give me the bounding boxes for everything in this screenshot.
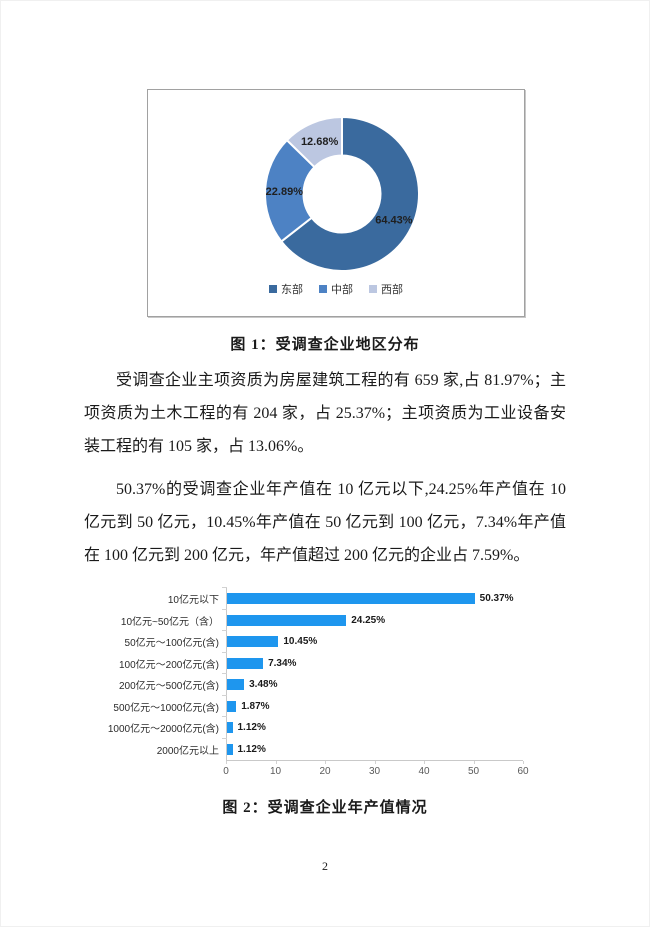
- donut-legend: 东部 中部 西部: [148, 281, 524, 297]
- donut-slice: [279, 115, 420, 272]
- legend-item: 东部: [269, 281, 303, 297]
- x-axis-tick-label: 40: [418, 766, 430, 777]
- bar-value-label: 1.12%: [237, 743, 266, 755]
- bar: [227, 722, 233, 734]
- x-axis-tick-label: 50: [467, 766, 480, 777]
- bar-value-label: 50.37%: [479, 593, 514, 605]
- x-axis-tick-label: 20: [319, 766, 331, 777]
- bar-track: 24.25%: [222, 608, 522, 631]
- x-axis: 0 10 20 30 40 50 60: [223, 760, 529, 780]
- bar-value-label: 3.48%: [249, 679, 278, 691]
- donut-slice-label: 12.68%: [301, 136, 339, 148]
- bar-row: 500亿元～1000亿元(含) 1.87%: [94, 694, 542, 717]
- bar-row: 200亿元～500亿元(含) 3.48%: [94, 673, 542, 696]
- bar: [227, 657, 264, 669]
- bar-row: 1000亿元～2000亿元(含) 1.12%: [94, 716, 542, 739]
- bar-value-label: 7.34%: [268, 657, 297, 669]
- page-content: 64.43% 22.89% 12.68% 东部 中部 西部 图 1：受调查企业地区分布 …: [1, 1, 649, 817]
- legend-item: 西部: [369, 281, 403, 297]
- legend-swatch: [269, 285, 277, 293]
- bar-track: 1.12%: [222, 737, 522, 760]
- bar-value-label: 24.25%: [351, 614, 386, 626]
- bar-category-label: 10亿元~50亿元（含）: [120, 616, 219, 628]
- bar: [227, 636, 279, 648]
- bar-row: 2000亿元以上 1.12%: [94, 737, 542, 760]
- bar-category-label: 10亿元以下: [167, 595, 219, 607]
- x-axis-tick-mark: [275, 761, 277, 764]
- legend-swatch: [369, 285, 377, 293]
- legend-label: 中部: [331, 284, 353, 296]
- bar-rows: 10亿元以下 50.37% 10亿元~50亿元（含） 24.25% 50亿元～100亿元…: [94, 587, 542, 760]
- figure1-caption: 图 1：受调查企业地区分布: [230, 337, 420, 353]
- bar-row: 10亿元以下 50.37%: [94, 587, 542, 610]
- bar-track: 3.48%: [222, 673, 522, 696]
- page-number: 2: [322, 859, 328, 873]
- bar-track: 50.37%: [222, 587, 522, 610]
- bar-row: 50亿元～100亿元(含) 10.45%: [94, 630, 542, 653]
- donut-slice: [264, 138, 316, 243]
- bar-chart: 10亿元以下 50.37% 10亿元~50亿元（含） 24.25% 50亿元～100亿元…: [94, 587, 542, 780]
- donut-slice-label: 22.89%: [266, 186, 304, 198]
- x-axis-tick-mark: [424, 761, 425, 764]
- bar-value-label: 1.87%: [241, 700, 270, 712]
- bar-category-label: 2000亿元以上: [156, 745, 219, 757]
- donut-slice-label: 64.43%: [375, 214, 413, 226]
- x-axis-tick-mark: [325, 761, 326, 764]
- bar: [227, 700, 237, 712]
- x-axis-tick-label: 30: [368, 766, 381, 777]
- x-axis-tick-mark: [523, 761, 524, 764]
- paragraph-output-value: 50.37%的受调查企业年产值在 10 亿元以下,24.25%年产值在 10 亿…: [84, 481, 566, 564]
- paragraph-qualification: 受调查企业主项资质为房屋建筑工程的有 659 家,占 81.97%；主项资质为土…: [84, 372, 566, 455]
- legend-swatch: [319, 285, 327, 293]
- bar-category-label: 100亿元～200亿元(含): [118, 659, 219, 671]
- bar: [227, 679, 245, 691]
- x-axis-tick-label: 60: [517, 766, 529, 777]
- bar-category-label: 200亿元～500亿元(含): [118, 681, 219, 693]
- figure1-frame: 64.43% 22.89% 12.68% 东部 中部 西部: [147, 89, 525, 317]
- figure2-caption: 图 2：受调查企业年产值情况: [222, 800, 428, 816]
- donut-slice: [285, 115, 343, 169]
- bar-track: 1.12%: [222, 716, 522, 739]
- bar-row: 10亿元~50亿元（含） 24.25%: [94, 608, 542, 631]
- x-axis-tick-mark: [473, 761, 475, 764]
- legend-item: 中部: [319, 281, 353, 297]
- bar-track: 1.87%: [222, 694, 522, 717]
- donut-chart: 64.43% 22.89% 12.68%: [264, 115, 420, 272]
- bar-category-label: 50亿元～100亿元(含): [124, 638, 219, 650]
- x-axis-tick-mark: [226, 761, 227, 764]
- bar-track: 10.45%: [222, 630, 522, 653]
- bar-row: 100亿元～200亿元(含) 7.34%: [94, 651, 542, 674]
- x-axis-tick-label: 10: [269, 766, 282, 777]
- bar-category-label: 500亿元～1000亿元(含): [113, 702, 219, 714]
- bar-category-label: 1000亿元～2000亿元(含): [107, 724, 219, 736]
- bar-value-label: 10.45%: [283, 636, 318, 648]
- legend-label: 西部: [381, 284, 403, 296]
- bar-track: 7.34%: [222, 651, 522, 674]
- bar: [227, 593, 475, 605]
- bar: [227, 614, 347, 626]
- legend-label: 东部: [281, 284, 303, 296]
- x-axis-tick-mark: [374, 761, 376, 764]
- x-axis-tick-label: 0: [223, 766, 229, 777]
- bar: [227, 743, 233, 755]
- bar-value-label: 1.12%: [237, 722, 266, 734]
